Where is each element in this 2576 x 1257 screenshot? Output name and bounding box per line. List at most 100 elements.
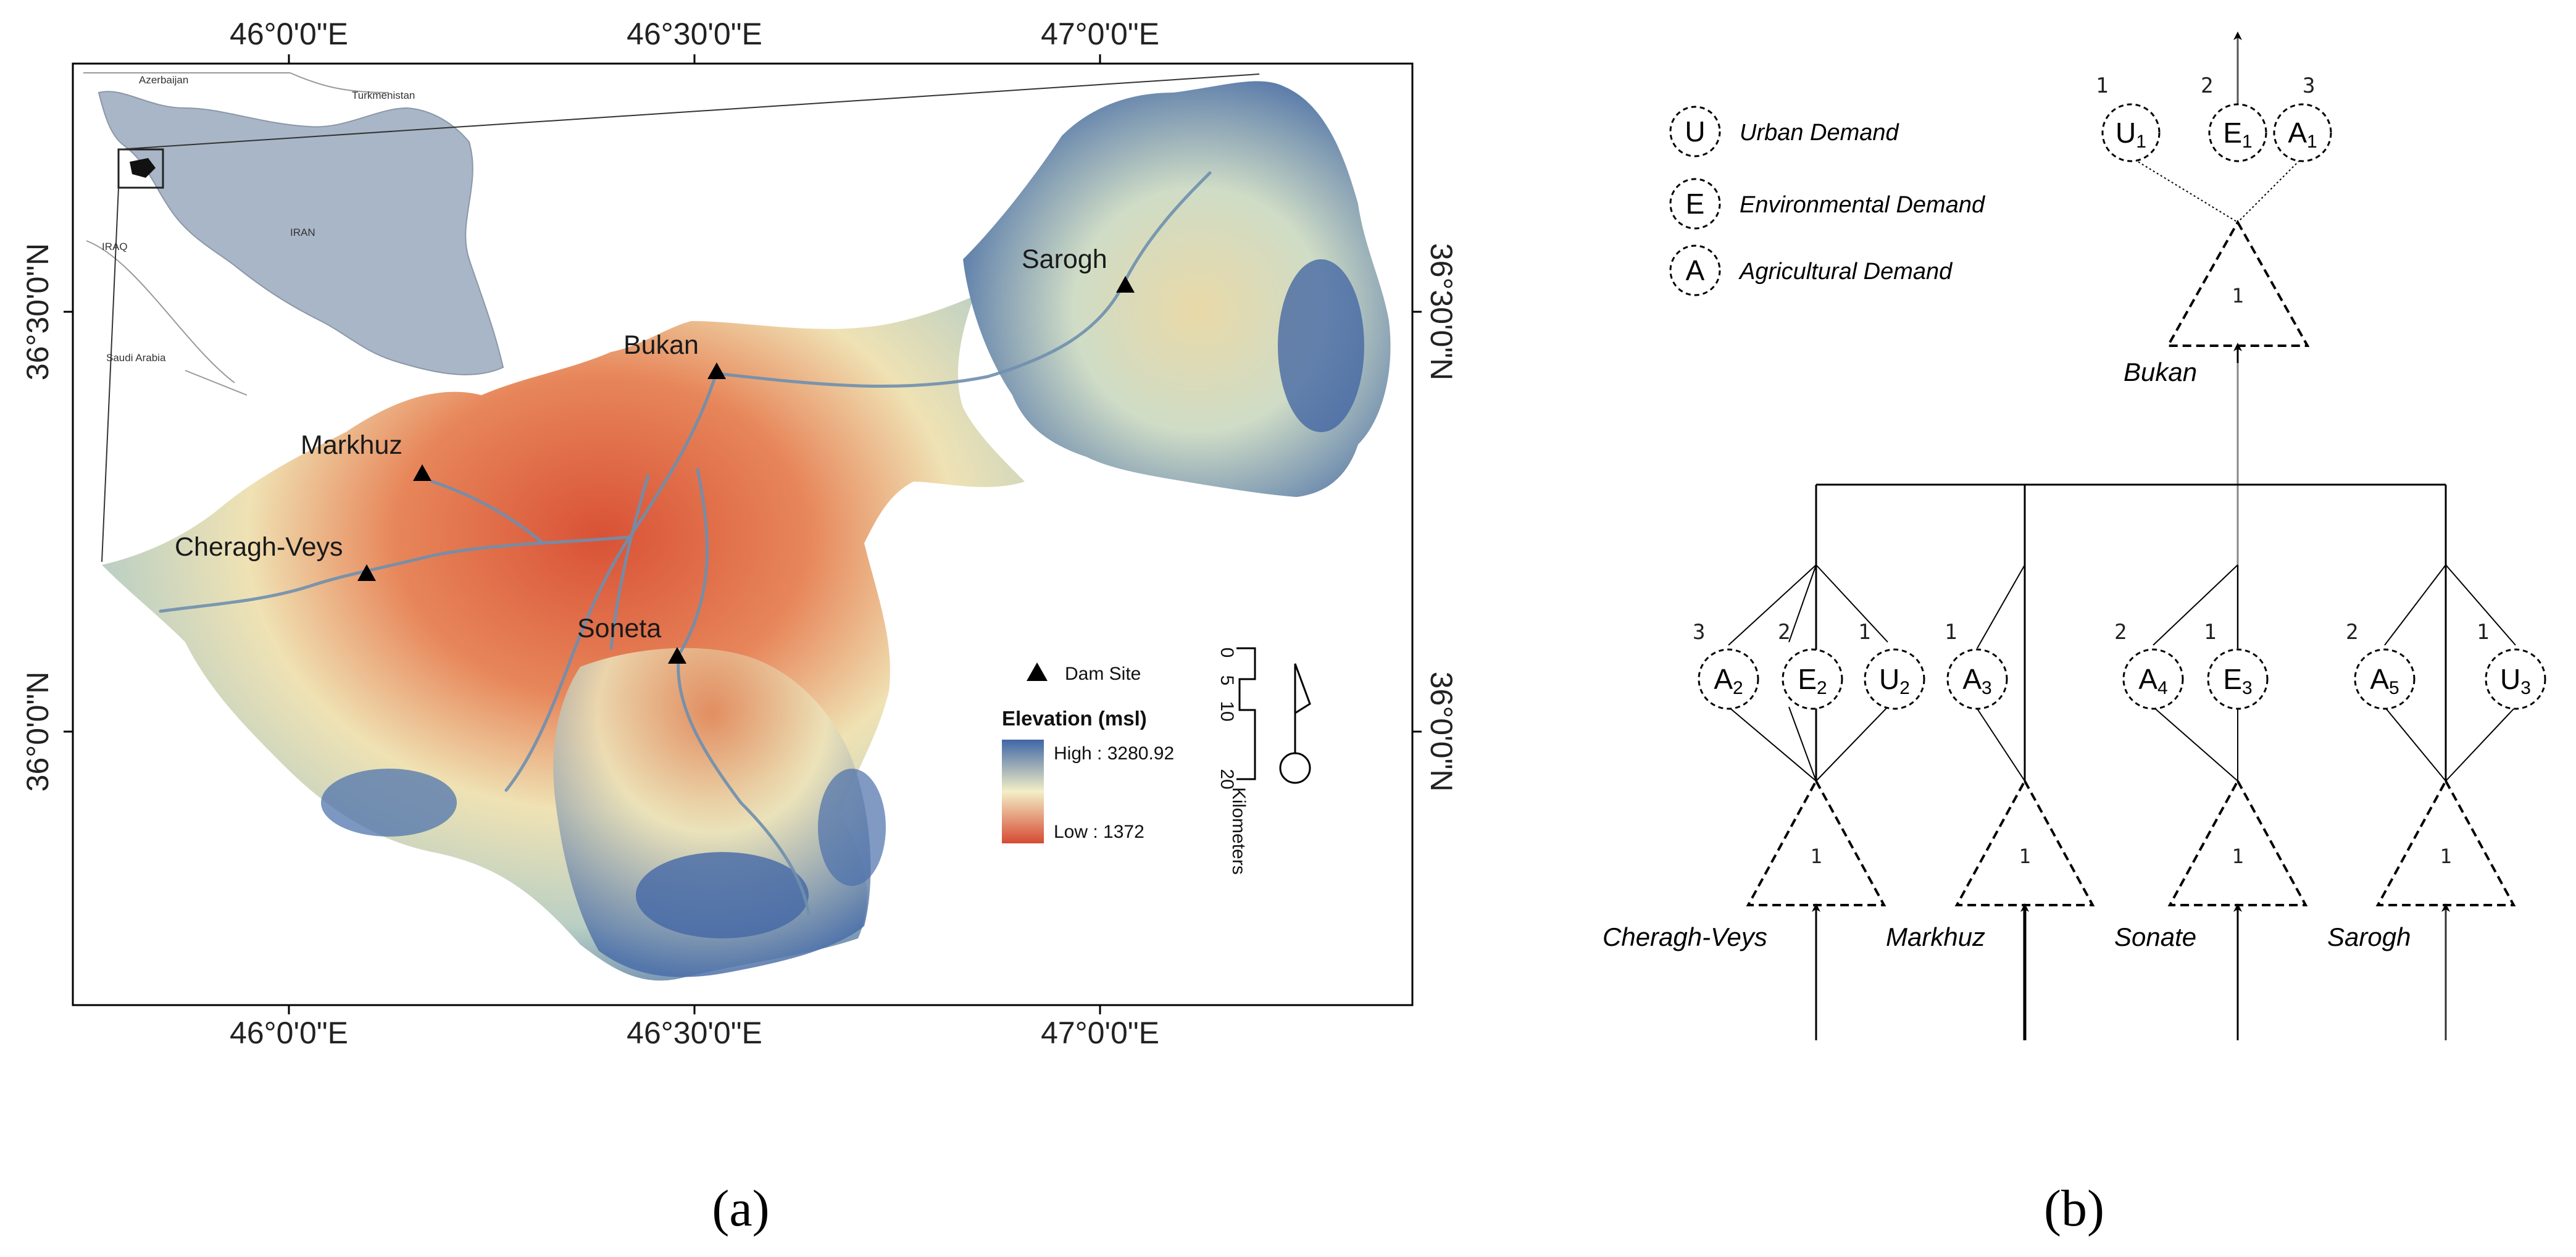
north-arrow-head bbox=[1294, 663, 1311, 715]
highland-sw bbox=[321, 769, 457, 837]
node-u2 bbox=[1864, 648, 1925, 710]
river-south bbox=[609, 474, 650, 650]
site-label-cheragh-veys: Cheragh-Veys bbox=[175, 532, 343, 562]
callout-line-left bbox=[101, 187, 119, 562]
coord-right-1: 36°30'0"N bbox=[1424, 243, 1459, 380]
dam-marker-sarogh bbox=[1116, 276, 1135, 293]
node-a3-prio: 1 bbox=[1945, 620, 1957, 645]
coord-top-3: 47°0'0"E bbox=[1041, 17, 1159, 51]
river-network bbox=[159, 171, 1212, 916]
node-a2-label: A2 bbox=[1714, 663, 1743, 698]
river-west bbox=[159, 535, 631, 613]
scheme-panel: U Urban Demand E Environmental Demand A … bbox=[1603, 31, 2546, 1237]
node-e3 bbox=[2207, 648, 2269, 710]
label-markhuz: Markhuz bbox=[1886, 922, 1985, 951]
legend-node-u-symbol: U bbox=[1685, 115, 1705, 148]
highland-s bbox=[636, 852, 809, 938]
node-u2-label: U2 bbox=[1879, 663, 1910, 698]
reservoir-cheragh-veys bbox=[1746, 778, 1886, 906]
dam-marker-bukan bbox=[707, 362, 726, 379]
legend-elevation-ramp bbox=[1002, 740, 1044, 843]
label-iraq: IRAQ bbox=[102, 241, 128, 253]
bukan-prio-1: 1 bbox=[2096, 73, 2108, 98]
bukan-label: Bukan bbox=[2124, 357, 2197, 386]
coord-left-1: 36°30'0"N bbox=[20, 243, 55, 380]
dam-group-cheragh-veys: A2 3 E2 2 U2 1 1 Cheragh-Veys bbox=[1603, 564, 1925, 1040]
node-a2 bbox=[1698, 648, 1759, 710]
legend-node-e-symbol: E bbox=[1686, 188, 1705, 220]
label-azerbaijan: Azerbaijan bbox=[139, 74, 188, 86]
node-u3 bbox=[2485, 648, 2546, 710]
legend-dam-symbol bbox=[1027, 662, 1048, 681]
label-turkmenistan: Turkmenistan bbox=[352, 90, 415, 101]
node-a5 bbox=[2354, 648, 2416, 710]
site-label-markhuz: Markhuz bbox=[301, 430, 402, 460]
label-cheragh-veys: Cheragh-Veys bbox=[1603, 922, 1767, 951]
river-markhuz bbox=[430, 480, 545, 545]
reservoir-sarogh-num: 1 bbox=[2440, 845, 2451, 868]
bukan-node-e1 bbox=[2208, 103, 2267, 162]
map-panel: 46°0'0"E 46°30'0"E 47°0'0"E 46°0'0"E 46°… bbox=[20, 17, 1459, 1237]
bukan-node-u1-label: U1 bbox=[2115, 117, 2146, 152]
coord-right-2: 36°0'0"N bbox=[1424, 672, 1459, 792]
bukan-prio-2: 2 bbox=[2201, 73, 2213, 98]
bukan-node-a1 bbox=[2273, 103, 2332, 162]
legend-node-a-symbol: A bbox=[1686, 254, 1705, 286]
legend-agricultural: Agricultural Demand bbox=[1738, 259, 1953, 285]
coord-top-2: 46°30'0"E bbox=[627, 17, 762, 51]
bukan-reservoir-num: 1 bbox=[2232, 284, 2243, 307]
scale-bar-shape bbox=[1236, 647, 1256, 780]
bukan-node-a1-label: A1 bbox=[2288, 117, 2317, 152]
scale-unit: Kilometers bbox=[1228, 787, 1249, 875]
river-east bbox=[714, 171, 1212, 388]
site-label-soneta: Soneta bbox=[577, 614, 661, 643]
bukan-group: U1 1 E1 2 A1 3 1 Bukan bbox=[2096, 73, 2332, 386]
scale-tick-5: 5 bbox=[1217, 675, 1237, 686]
inset-borders bbox=[83, 72, 390, 396]
dam-marker-soneta bbox=[668, 647, 686, 664]
coord-bottom-1: 46°0'0"E bbox=[230, 1016, 348, 1050]
coord-top-1: 46°0'0"E bbox=[230, 17, 348, 51]
reservoir-markhuz bbox=[1954, 778, 2095, 906]
inset-map: Azerbaijan Turkmenistan IRAN IRAQ Saudi … bbox=[83, 72, 1260, 562]
dam-group-sarogh: A5 2 U3 1 1 Sarogh bbox=[2327, 564, 2546, 1040]
manifold bbox=[1815, 483, 2447, 781]
label-sonate: Sonate bbox=[2114, 922, 2196, 951]
scale-tick-0: 0 bbox=[1217, 648, 1237, 658]
dam-group-sonate: A4 2 E3 1 1 Sonate bbox=[2114, 564, 2308, 1040]
node-a5-label: A5 bbox=[2370, 663, 2399, 698]
legend-node-e bbox=[1669, 178, 1721, 230]
scale-bar: 0 5 10 20 Kilometers bbox=[1217, 647, 1256, 875]
legend-urban: Urban Demand bbox=[1740, 120, 1900, 146]
node-a4-label: A4 bbox=[2138, 663, 2167, 698]
reservoir-markhuz-num: 1 bbox=[2019, 845, 2030, 868]
coord-left-2: 36°0'0"N bbox=[20, 672, 55, 792]
river-soneta bbox=[677, 467, 811, 916]
dam-group-markhuz: A3 1 1 Markhuz bbox=[1886, 564, 2095, 1040]
callout-line-top bbox=[118, 73, 1260, 150]
node-e2-label: E2 bbox=[1798, 663, 1827, 698]
dam-marker-markhuz bbox=[413, 464, 431, 481]
node-a3-label: A3 bbox=[1962, 663, 1991, 698]
node-e3-prio: 1 bbox=[2204, 620, 2216, 645]
node-u3-label: U3 bbox=[2500, 663, 2531, 698]
reservoir-sarogh bbox=[2375, 778, 2516, 906]
legend-elevation-title: Elevation (msl) bbox=[1002, 707, 1147, 730]
map-legend: Dam Site Elevation (msl) High : 3280.92 … bbox=[1002, 662, 1174, 843]
north-arrow bbox=[1279, 663, 1311, 784]
node-a5-prio: 2 bbox=[2346, 620, 2358, 645]
node-e2-prio: 2 bbox=[1778, 620, 1790, 645]
study-area-marker bbox=[130, 158, 156, 178]
site-label-sarogh: Sarogh bbox=[1022, 244, 1107, 274]
dam-marker-cheragh bbox=[357, 564, 376, 581]
bukan-link-1 bbox=[2130, 157, 2238, 223]
scheme-legend: U Urban Demand E Environmental Demand A … bbox=[1669, 106, 1986, 296]
scale-tick-20: 20 bbox=[1217, 769, 1237, 789]
north-arrow-circle bbox=[1279, 752, 1311, 784]
label-saudi: Saudi Arabia bbox=[106, 352, 166, 364]
node-e3-label: E3 bbox=[2223, 663, 2252, 698]
caption-a: (a) bbox=[712, 1180, 769, 1237]
frame-ticks bbox=[64, 54, 1422, 1014]
node-u3-prio: 1 bbox=[2477, 620, 2489, 645]
